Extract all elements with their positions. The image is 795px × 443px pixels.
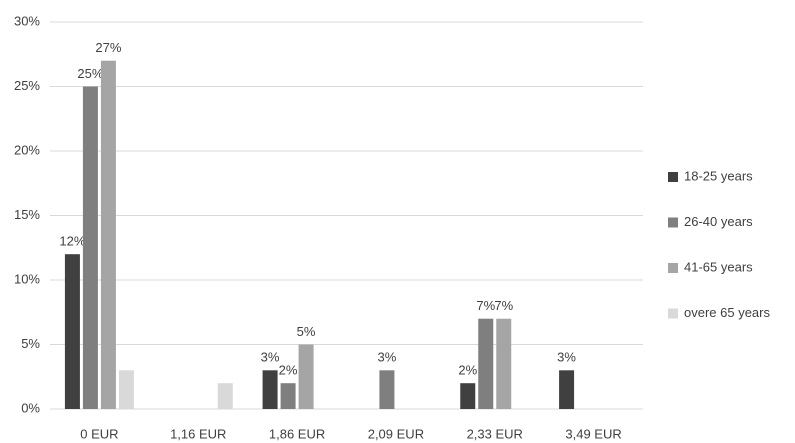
data-label: 7% [476,298,495,313]
bar [496,318,512,409]
bar [64,254,80,409]
data-label: 3% [557,350,576,365]
x-tick-label: 3,49 EUR [565,426,621,441]
data-label: 3% [378,350,397,365]
y-tick-label: 25% [14,78,40,93]
data-label: 5% [297,324,316,339]
x-tick-label: 1,16 EUR [170,426,226,441]
x-tick-label: 0 EUR [80,426,118,441]
bar [298,344,314,409]
x-tick-label: 2,33 EUR [467,426,523,441]
legend-swatch [668,217,678,228]
bar [460,383,476,409]
data-label: 27% [95,40,121,55]
bar [478,318,494,409]
data-label: 25% [77,66,103,81]
y-tick-label: 15% [14,207,40,222]
bar [262,370,278,409]
legend-swatch [668,308,678,319]
bar [217,383,233,409]
legend-swatch [668,172,678,182]
y-tick-label: 10% [14,271,40,286]
data-label: 7% [494,298,513,313]
bar [559,370,575,409]
data-label: 2% [458,363,477,378]
y-tick-label: 30% [14,13,40,28]
legend-label: 41-65 years [684,259,753,274]
data-label: 2% [279,363,298,378]
y-tick-label: 0% [21,400,40,415]
x-tick-label: 2,09 EUR [368,426,424,441]
bar [100,60,116,409]
legend-label: 26-40 years [684,214,753,229]
bar [82,86,98,409]
data-label: 12% [59,234,85,249]
legend-label: overe 65 years [684,305,770,320]
data-label: 3% [261,350,280,365]
legend-label: 18-25 years [684,168,753,183]
y-tick-label: 5% [21,336,40,351]
y-tick-label: 20% [14,142,40,157]
bar [118,370,134,409]
bar [280,383,296,409]
x-tick-label: 1,86 EUR [269,426,325,441]
bar [379,370,395,409]
legend-swatch [668,263,678,273]
